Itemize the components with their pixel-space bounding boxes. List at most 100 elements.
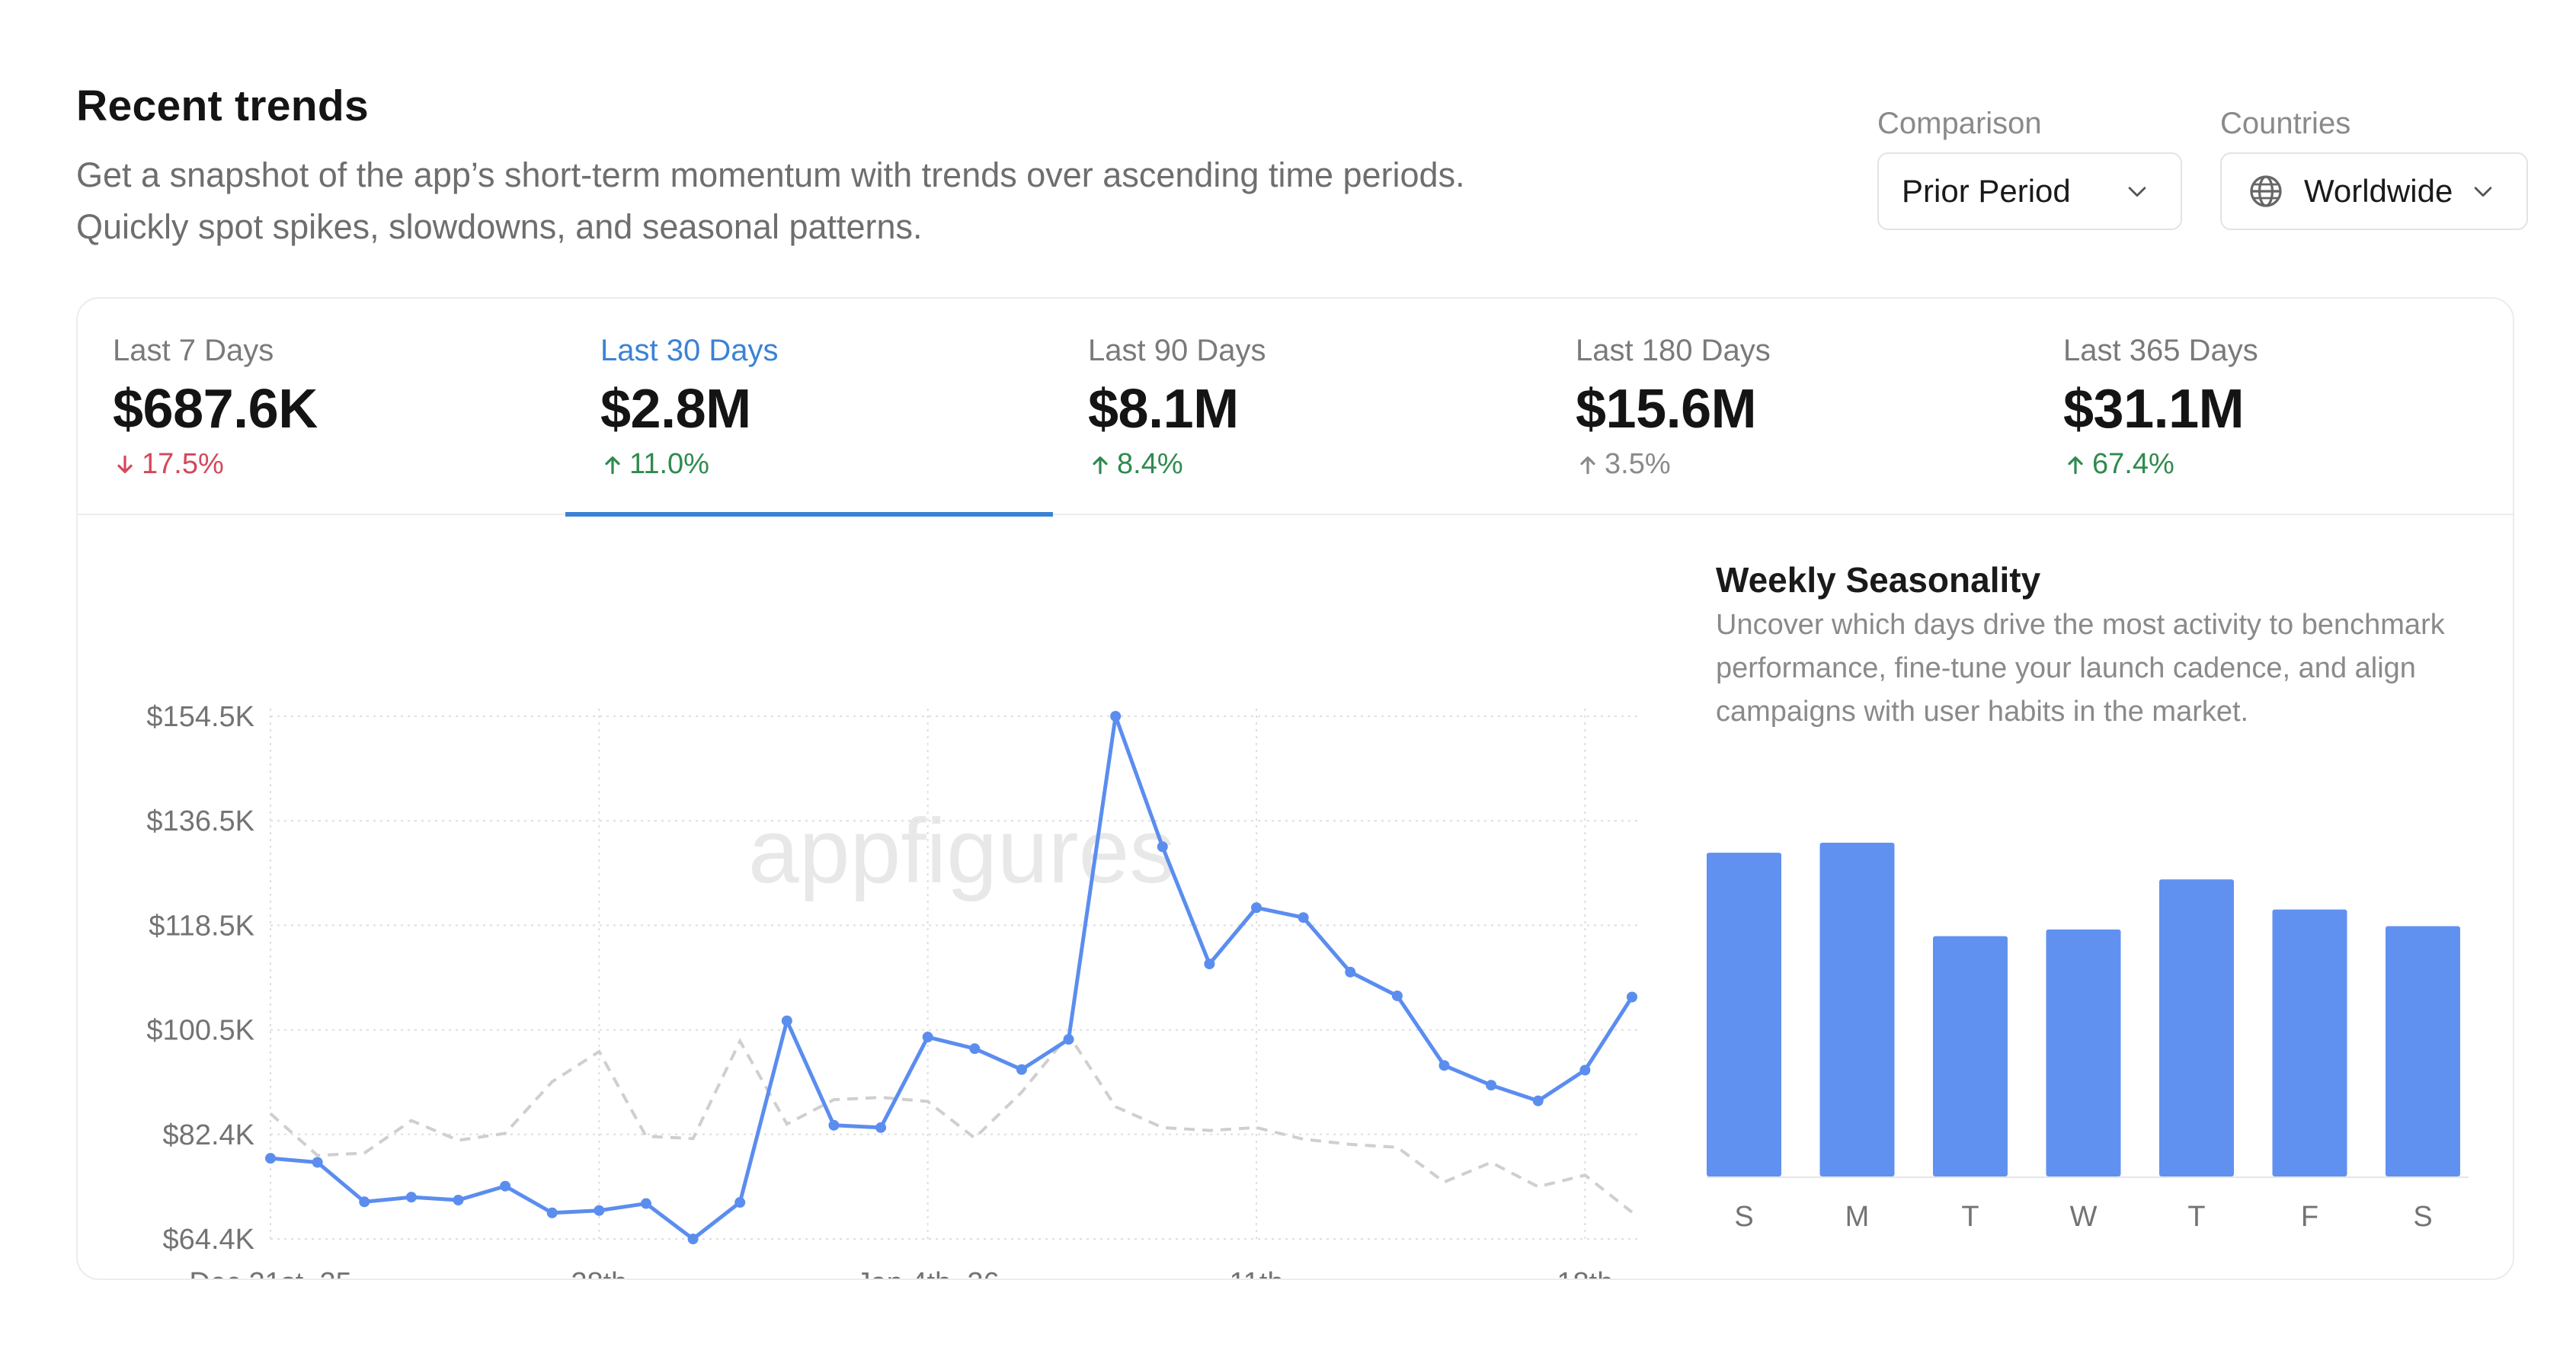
data-point	[1204, 959, 1215, 970]
chevron-down-icon	[2128, 187, 2146, 197]
data-point	[546, 1207, 558, 1218]
data-point	[265, 1153, 276, 1164]
data-point	[1298, 912, 1309, 923]
seasonality-bar	[2272, 909, 2347, 1176]
bar-category-label: T	[2187, 1201, 2205, 1233]
data-point	[1345, 966, 1356, 978]
x-axis-tick-label: 11th	[1229, 1267, 1283, 1279]
tab-change: 3.5%	[1576, 448, 1671, 481]
y-axis-tick-label: $100.5K	[146, 1015, 254, 1047]
data-point	[1016, 1064, 1027, 1075]
y-axis-tick-label: $118.5K	[149, 910, 254, 942]
tab-value: $2.8M	[600, 379, 751, 440]
data-point	[734, 1197, 746, 1208]
data-point	[922, 1032, 933, 1043]
tab-value: $31.1M	[2063, 379, 2245, 440]
seasonality-bar	[2046, 929, 2121, 1176]
bar-category-label: S	[2413, 1201, 2432, 1233]
tab-label: Last 7 Days	[113, 334, 274, 367]
data-point	[359, 1196, 370, 1208]
y-axis-tick-label: $154.5K	[146, 701, 254, 733]
current-series-line	[270, 714, 1634, 1241]
seasonality-bar	[1707, 853, 1781, 1176]
seasonality-bar	[2386, 926, 2460, 1176]
countries-label: Countries	[2220, 107, 2351, 140]
y-axis-tick-label: $82.4K	[163, 1119, 254, 1151]
data-point	[687, 1234, 699, 1244]
seasonality-description: Uncover which days drive the most activi…	[1716, 609, 2445, 728]
tab-last-90-days[interactable]: Last 90 Days $8.1M 8.4%	[1053, 299, 1541, 515]
countries-value: Worldwide	[2304, 173, 2453, 209]
data-point	[405, 1192, 417, 1203]
x-axis-tick-label: 18th	[1557, 1267, 1613, 1279]
seasonality-title: Weekly Seasonality	[1716, 560, 2041, 600]
tab-last-180-days[interactable]: Last 180 Days $15.6M 3.5%	[1541, 299, 2028, 515]
bar-category-label: F	[2301, 1201, 2318, 1233]
revenue-line-chart: appfigures $64.4K $82.4K $100.5K $118.5K $13…	[146, 701, 1640, 1279]
data-point	[640, 1198, 651, 1209]
arrow-down-icon	[117, 455, 133, 473]
comparison-series-line	[269, 1032, 1634, 1214]
data-point	[1391, 990, 1403, 1001]
comparison-value: Prior Period	[1902, 173, 2071, 209]
bar-category-label: T	[1961, 1201, 1979, 1233]
seasonality-bar	[1819, 843, 1895, 1176]
tab-change: 67.4%	[2063, 448, 2174, 481]
data-point	[875, 1122, 887, 1133]
bar-category-label: W	[2070, 1201, 2098, 1233]
data-point	[1579, 1064, 1591, 1076]
tab-change: 17.5%	[113, 448, 224, 481]
data-point	[828, 1119, 840, 1131]
data-point	[453, 1194, 464, 1205]
section-title: Recent trends	[76, 82, 370, 130]
tab-last-30-days[interactable]: Last 30 Days $2.8M 11.0%	[565, 299, 1053, 517]
tab-value: $8.1M	[1088, 379, 1239, 440]
arrow-up-icon	[1093, 456, 1108, 474]
globe-icon	[2250, 175, 2282, 207]
tab-last-365-days[interactable]: Last 365 Days $31.1M 67.4%	[2028, 299, 2513, 515]
data-point	[500, 1180, 511, 1192]
data-point	[1438, 1060, 1450, 1071]
countries-dropdown[interactable]: Worldwide	[2220, 152, 2528, 230]
x-axis-tick-label: Jan 4th, 26	[856, 1267, 1000, 1279]
bar-category-label: S	[1734, 1201, 1753, 1233]
comparison-label: Comparison	[1877, 107, 2042, 140]
watermark-logo: appfigures	[748, 800, 1175, 902]
tab-change: 8.4%	[1088, 448, 1183, 481]
data-point	[1486, 1080, 1497, 1091]
arrow-up-icon	[605, 456, 620, 474]
tab-change: 11.0%	[600, 448, 709, 481]
arrow-up-icon	[1580, 456, 1595, 474]
period-tabs: Last 7 Days $687.6K 17.5% Last 30 Days $…	[78, 299, 2513, 517]
tab-label: Last 30 Days	[600, 334, 779, 367]
data-point	[1157, 841, 1168, 853]
tab-value: $687.6K	[113, 379, 318, 440]
data-point	[969, 1043, 981, 1055]
tab-label: Last 365 Days	[2063, 334, 2258, 367]
tab-change-value: 67.4%	[2092, 448, 2174, 480]
data-point	[1063, 1034, 1074, 1045]
data-point	[1110, 711, 1122, 722]
y-axis-tick-label: $64.4K	[163, 1224, 254, 1256]
tab-change-value: 3.5%	[1605, 448, 1671, 480]
data-point	[312, 1157, 323, 1168]
data-point	[1532, 1095, 1544, 1106]
x-axis-tick-label: 28th	[571, 1267, 627, 1279]
bar-category-label: M	[1845, 1201, 1870, 1233]
section-description: Get a snapshot of the app’s short-term m…	[76, 155, 1465, 246]
x-axis-tick-label: Dec 21st, 25	[189, 1267, 351, 1279]
tab-label: Last 180 Days	[1576, 334, 1771, 367]
tab-label: Last 90 Days	[1088, 334, 1266, 367]
tab-last-7-days[interactable]: Last 7 Days $687.6K 17.5%	[78, 299, 565, 515]
active-tab-indicator	[565, 512, 1053, 517]
data-point	[1251, 902, 1262, 914]
arrow-up-icon	[2068, 456, 2083, 474]
y-axis-tick-label: $136.5K	[146, 805, 254, 837]
tab-change-value: 11.0%	[629, 448, 709, 480]
seasonality-bar	[2159, 879, 2234, 1176]
tab-change-value: 17.5%	[142, 448, 224, 480]
seasonality-bar	[1933, 936, 2008, 1176]
comparison-dropdown[interactable]: Prior Period	[1877, 152, 2182, 230]
